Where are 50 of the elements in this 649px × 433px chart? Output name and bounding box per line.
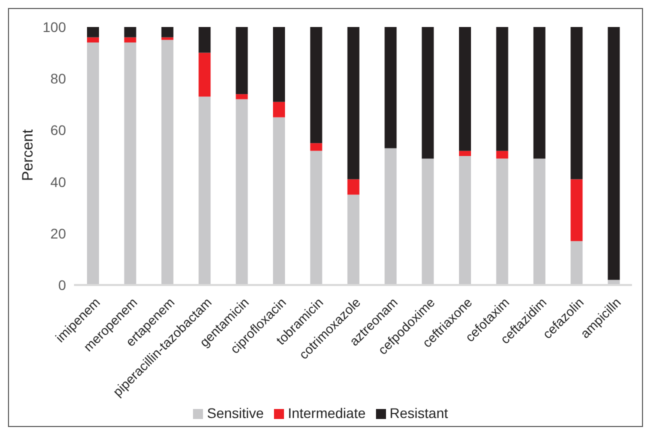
bar [273,117,285,285]
legend-label: Resistant [390,405,448,421]
bar [273,27,285,102]
y-tick-label: 100 [42,18,66,35]
bar [533,27,546,159]
bar [533,158,546,285]
bar [459,156,471,285]
bar [422,27,434,159]
bar [347,194,360,285]
bar [198,27,211,53]
bar [570,179,583,242]
bar [384,27,397,148]
bar [310,150,322,285]
bar [608,27,620,280]
bar [161,27,174,38]
bar [496,158,508,285]
bar [236,27,248,94]
bar [459,150,471,156]
bar [236,94,248,100]
bar [161,37,174,40]
legend-label: Sensitive [207,405,264,421]
bar [124,42,136,285]
y-tick-label: 20 [50,225,66,242]
bar [236,99,248,285]
bar [570,27,583,180]
bar [161,40,174,285]
bar [459,27,471,151]
bar [496,150,508,159]
bar [87,27,99,38]
bar [198,52,211,97]
y-tick-label: 80 [50,70,66,87]
bar [273,102,285,118]
bar [124,37,136,42]
bar [496,27,508,151]
y-tick-label: 40 [50,174,66,190]
bar [570,241,583,285]
bar [87,37,99,42]
bar [87,42,99,285]
bar [422,158,434,285]
bar [347,179,360,195]
bar [310,27,322,144]
bar [347,27,360,180]
legend-label: Intermediate [288,405,366,421]
bar [124,27,136,38]
bar [310,143,322,151]
y-axis-title: Percent [19,128,36,181]
bar [384,148,397,285]
y-tick-label: 0 [58,276,66,293]
y-tick-label: 60 [50,122,66,138]
bar [198,96,211,285]
